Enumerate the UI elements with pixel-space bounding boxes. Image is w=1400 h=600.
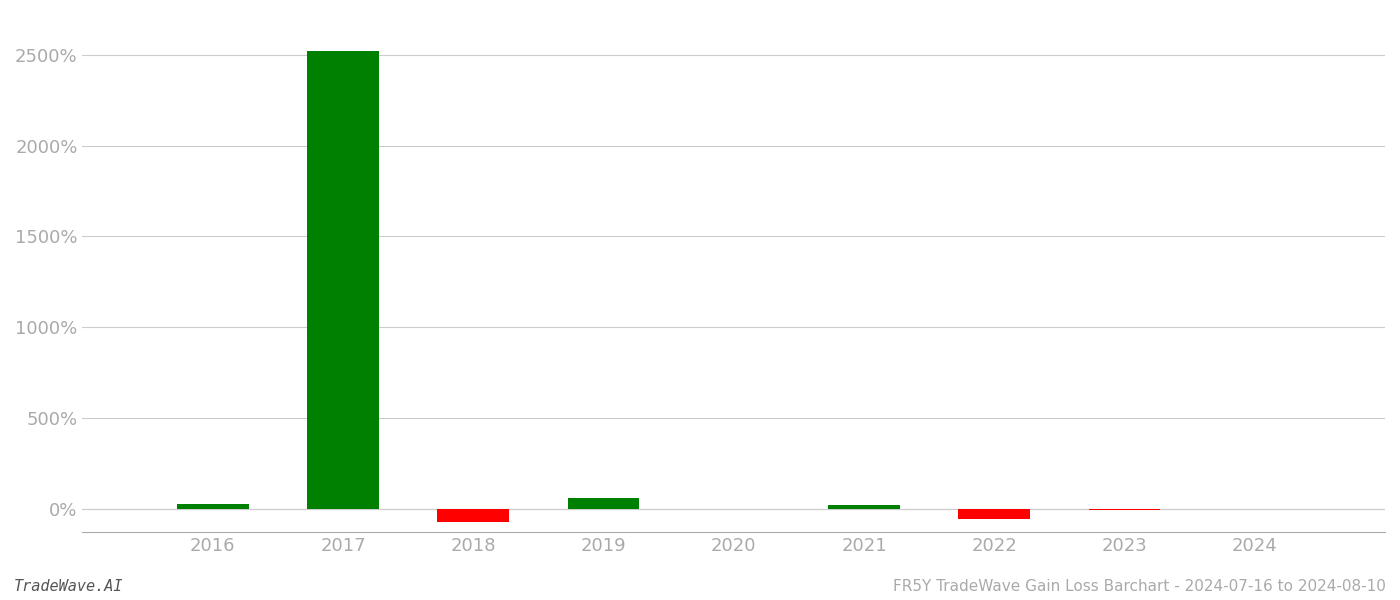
Bar [176,504,249,509]
Bar [959,509,1030,520]
Bar [567,497,640,509]
Text: FR5Y TradeWave Gain Loss Barchart - 2024-07-16 to 2024-08-10: FR5Y TradeWave Gain Loss Barchart - 2024… [893,579,1386,594]
Bar [437,509,510,522]
Bar [1089,509,1161,510]
Bar [829,505,900,509]
Text: TradeWave.AI: TradeWave.AI [14,579,123,594]
Bar [307,51,379,509]
